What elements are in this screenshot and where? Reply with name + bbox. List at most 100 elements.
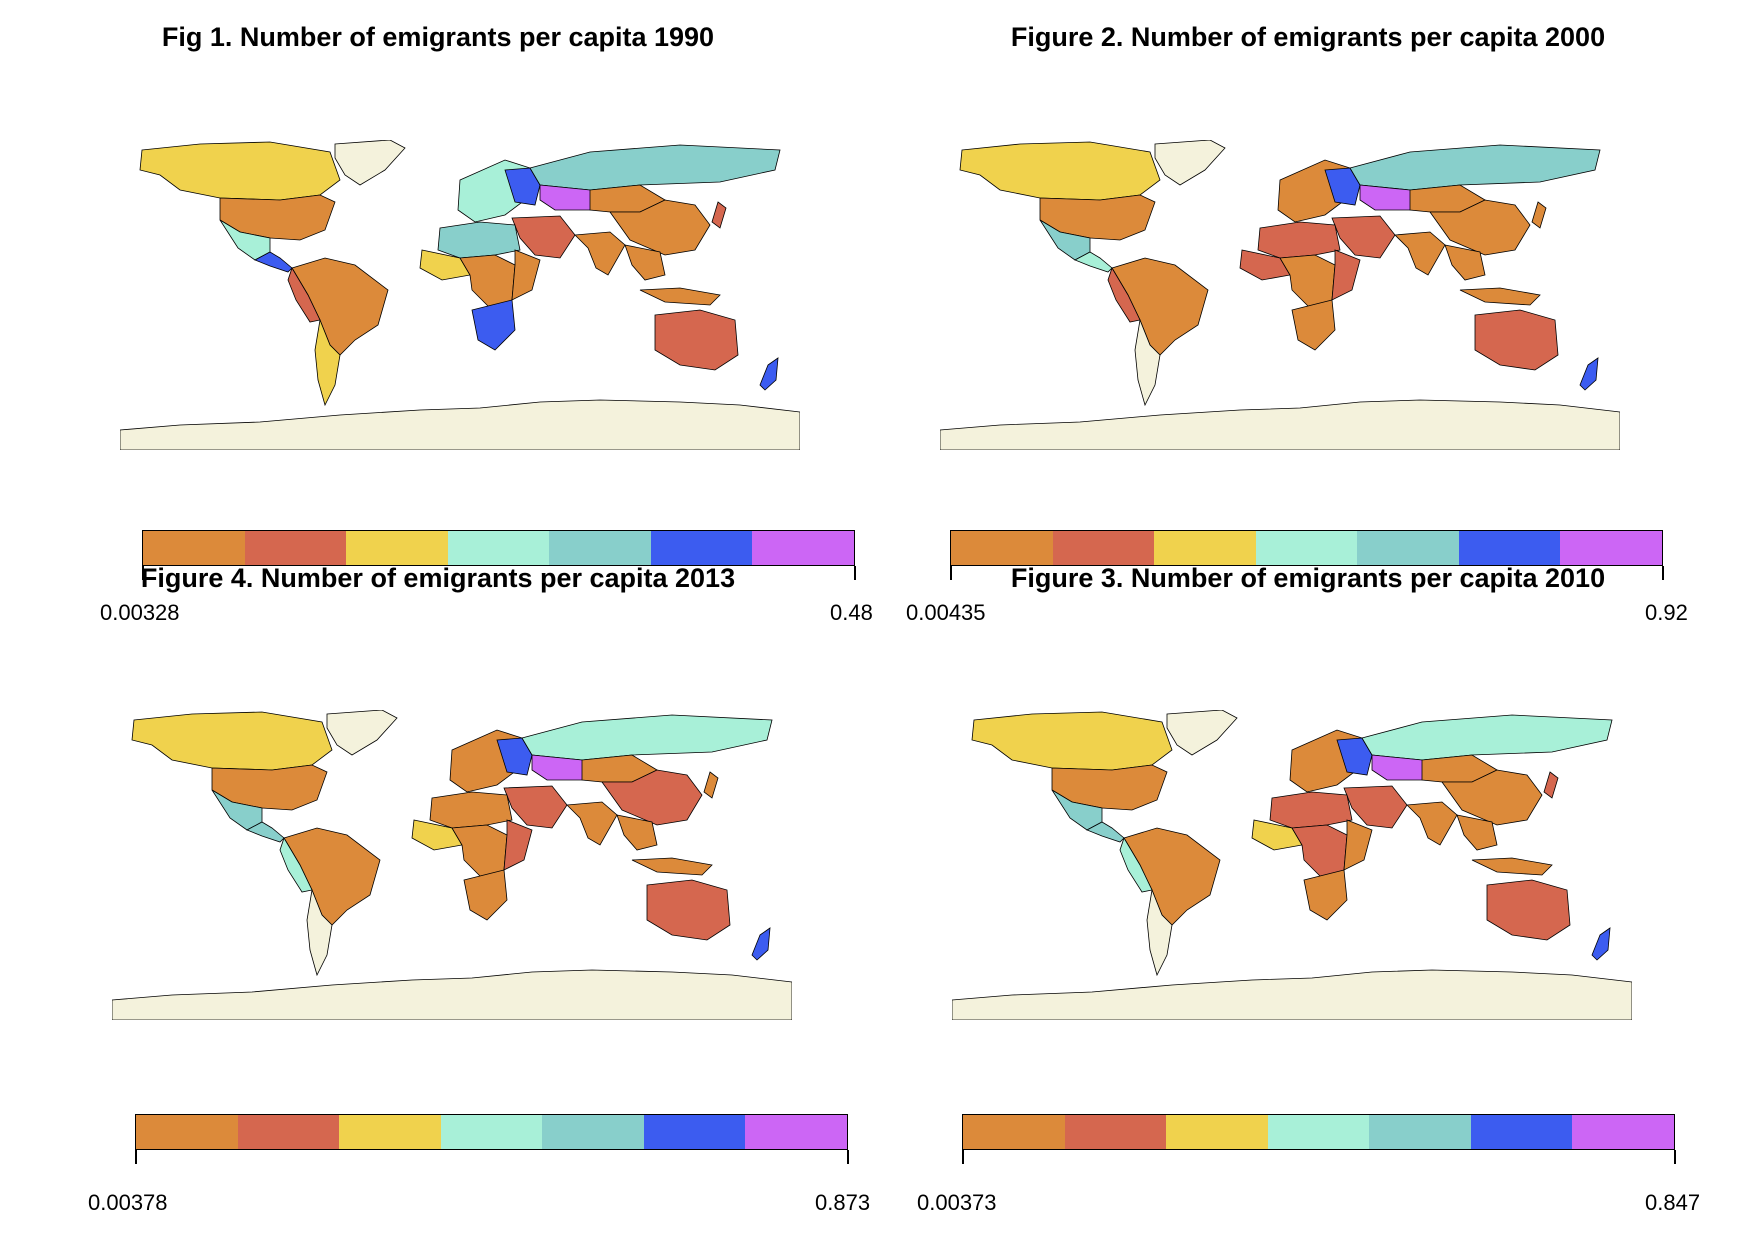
region-se-asia xyxy=(1444,244,1486,281)
region-greenland xyxy=(334,140,406,186)
region-east-africa xyxy=(1343,819,1373,871)
legend-swatch-4 xyxy=(1255,531,1358,565)
legend-max-label: 0.847 xyxy=(1645,1190,1701,1215)
region-india xyxy=(1406,801,1458,846)
legend-swatch-2 xyxy=(237,1115,340,1149)
region-middle-east xyxy=(511,215,576,259)
region-new-zealand xyxy=(751,927,771,961)
region-greenland xyxy=(1166,710,1238,756)
region-new-zealand xyxy=(1591,927,1611,961)
region-west-africa xyxy=(1251,819,1303,851)
legend-max-tick xyxy=(854,566,856,580)
region-se-asia xyxy=(1456,814,1498,851)
legend-max-tick xyxy=(847,1150,849,1164)
region-east-africa xyxy=(503,819,533,871)
legend-min-tick xyxy=(135,1150,137,1164)
legend-swatch-2 xyxy=(1052,531,1155,565)
region-middle-east xyxy=(1331,215,1396,259)
region-southern-africa xyxy=(463,869,508,921)
region-andes xyxy=(287,267,321,323)
region-australia xyxy=(1486,879,1571,941)
world-map xyxy=(952,710,1632,1020)
legend-swatch-5 xyxy=(542,1115,644,1149)
region-australia xyxy=(646,879,731,941)
region-indonesia xyxy=(639,287,721,306)
legend-swatch-6 xyxy=(650,531,753,565)
legend-swatch-5 xyxy=(1357,531,1459,565)
map-title: Fig 1. Number of emigrants per capita 19… xyxy=(161,22,715,52)
region-north-africa xyxy=(429,791,513,829)
legend-max-tick xyxy=(1674,1150,1676,1164)
region-southern-cone xyxy=(314,318,341,407)
region-north-america xyxy=(971,711,1173,771)
world-map xyxy=(112,710,792,1020)
color-legend xyxy=(962,1114,1675,1150)
region-southern-africa xyxy=(1303,869,1348,921)
legend-swatch-4 xyxy=(447,531,550,565)
region-antarctica xyxy=(120,399,800,450)
region-china xyxy=(601,769,703,826)
legend-swatch-7 xyxy=(1572,1115,1675,1149)
region-se-asia xyxy=(624,244,666,281)
map-panel-2000: Figure 2. Number of emigrants per capita… xyxy=(870,0,1746,625)
legend-swatch-3 xyxy=(346,531,448,565)
map-title: Figure 4. Number of emigrants per capita… xyxy=(140,563,736,593)
region-china xyxy=(609,199,711,256)
region-east-africa xyxy=(1331,249,1361,301)
legend-swatch-5 xyxy=(549,531,651,565)
region-middle-east xyxy=(1343,785,1408,829)
region-china xyxy=(1429,199,1531,256)
legend-min-tick xyxy=(962,1150,964,1164)
legend-swatch-3 xyxy=(1166,1115,1268,1149)
legend-min-label: 0.00328 xyxy=(100,600,180,625)
region-antarctica xyxy=(952,969,1632,1020)
legend-swatch-1 xyxy=(136,1115,238,1149)
legend-swatch-1 xyxy=(951,531,1053,565)
region-japan xyxy=(1531,201,1547,229)
legend-swatch-4 xyxy=(1267,1115,1370,1149)
legend-max-label: 0.92 xyxy=(1645,600,1688,625)
legend-swatch-3 xyxy=(339,1115,441,1149)
region-japan xyxy=(703,771,719,799)
region-russia xyxy=(529,144,781,191)
region-eastern-europe xyxy=(1324,167,1361,206)
region-indonesia xyxy=(1471,857,1553,876)
map-panel-2010: Figure 3. Number of emigrants per capita… xyxy=(870,563,1746,1215)
legend-max-label: 0.873 xyxy=(815,1190,871,1215)
region-indonesia xyxy=(1459,287,1541,306)
region-north-america xyxy=(139,141,341,201)
region-southern-cone xyxy=(306,888,333,977)
region-southern-cone xyxy=(1134,318,1161,407)
region-middle-east xyxy=(503,785,568,829)
region-japan xyxy=(1543,771,1559,799)
region-north-africa xyxy=(437,221,521,259)
region-southern-africa xyxy=(1291,299,1336,351)
legend-swatch-6 xyxy=(1470,1115,1573,1149)
region-new-zealand xyxy=(759,357,779,391)
region-north-africa xyxy=(1269,791,1353,829)
legend-swatch-1 xyxy=(143,531,245,565)
region-india xyxy=(574,231,626,276)
legend-min-label: 0.00373 xyxy=(917,1190,997,1215)
region-antarctica xyxy=(940,399,1620,450)
legend-swatch-7 xyxy=(752,531,855,565)
legend-max-tick xyxy=(1662,566,1664,580)
legend-swatch-4 xyxy=(440,1115,543,1149)
region-india xyxy=(566,801,618,846)
legend-swatch-1 xyxy=(963,1115,1065,1149)
region-west-africa xyxy=(1239,249,1291,281)
map-panel-1990: Fig 1. Number of emigrants per capita 19… xyxy=(0,0,876,625)
region-russia xyxy=(1349,144,1601,191)
legend-swatch-5 xyxy=(1369,1115,1471,1149)
legend-min-tick xyxy=(950,566,952,580)
region-india xyxy=(1394,231,1446,276)
region-andes xyxy=(279,837,313,893)
region-southern-africa xyxy=(471,299,516,351)
world-map xyxy=(120,140,800,450)
region-andes xyxy=(1119,837,1153,893)
legend-swatch-2 xyxy=(1064,1115,1167,1149)
region-andes xyxy=(1107,267,1141,323)
region-china xyxy=(1441,769,1543,826)
region-greenland xyxy=(1154,140,1226,186)
legend-swatch-7 xyxy=(745,1115,848,1149)
